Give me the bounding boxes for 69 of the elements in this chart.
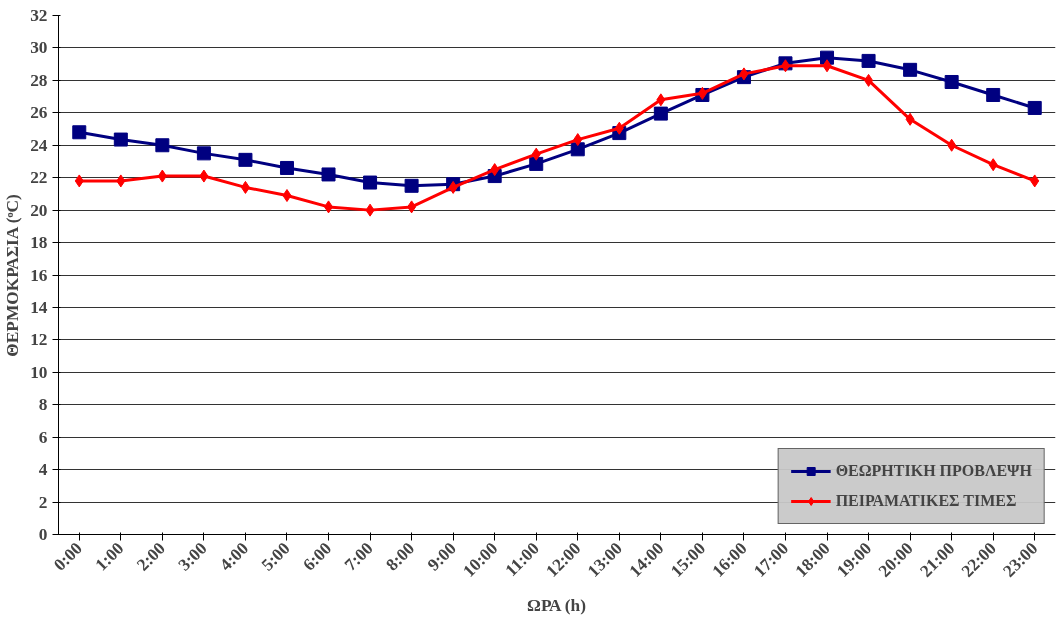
y-tick-label: 28 [30,70,48,90]
point [365,203,375,217]
x-tick-label: 0:00 [50,538,86,575]
legend-label: ΘΕΩΡΗΤΙΚΗ ΠΡΟΒΛΕΨΗ [835,462,1032,480]
x-tick-label: 1:00 [91,538,128,575]
x-tick-label: 6:00 [299,538,336,575]
point [903,62,918,77]
point [74,174,84,188]
point [155,138,170,153]
point [988,158,998,172]
point [529,156,544,171]
point [363,175,378,190]
y-tick-label: 16 [30,265,48,285]
y-tick-label: 6 [38,427,48,447]
y-tick-label: 4 [38,460,48,480]
point [282,189,292,203]
point [279,160,294,175]
point [407,200,417,214]
point [614,121,624,135]
point [1027,100,1042,115]
point [861,53,876,68]
y-tick-label: 18 [30,233,48,253]
x-tick-label: 9:00 [423,538,460,575]
y-tick-label: 30 [30,38,48,58]
point [196,146,211,161]
y-tick-label: 32 [30,6,48,25]
y-tick-label: 10 [30,362,48,382]
y-tick-label: 8 [38,395,48,415]
y-tick-label: 14 [30,297,48,317]
point [570,142,585,157]
point [116,174,126,188]
legend-label: ΠΕΙΡΑΜΑΤΙΚΕΣ ΤΙΜΕΣ [835,492,1017,510]
point [822,59,832,73]
point [1030,174,1040,188]
x-tick-label: 4:00 [216,538,253,575]
x-tick-label: 8:00 [382,538,419,575]
point [947,138,957,152]
point [404,178,419,193]
point [653,106,668,121]
point [113,132,128,147]
x-tick-label: 3:00 [174,538,211,575]
x-tick-label: 7:00 [340,538,377,575]
point [72,125,87,140]
point [240,180,250,194]
y-axis-title: ΘΕΡΜΟΚΡΑΣΙΑ (ᵒC) [3,194,23,357]
y-tick-label: 2 [38,492,48,512]
point [157,169,167,183]
x-axis-title: ΩΡΑ (h) [527,595,587,615]
point [199,169,209,183]
point [490,163,500,177]
point [573,133,583,147]
point [656,93,666,107]
y-tick-label: 26 [30,103,48,123]
y-tick-label: 20 [30,200,48,220]
point [321,167,336,182]
x-tick-label: 5:00 [257,538,294,575]
y-tick-label: 22 [30,168,48,188]
y-tick-label: 12 [30,330,48,350]
point [864,73,874,87]
point [905,112,915,126]
y-tick-label: 0 [38,525,48,544]
point [944,75,959,89]
point [986,87,1001,102]
y-tick-label: 24 [30,135,48,155]
point [238,152,253,167]
point [531,147,541,161]
x-tick-label: 2:00 [133,538,170,575]
point [739,67,749,81]
point [324,200,334,214]
